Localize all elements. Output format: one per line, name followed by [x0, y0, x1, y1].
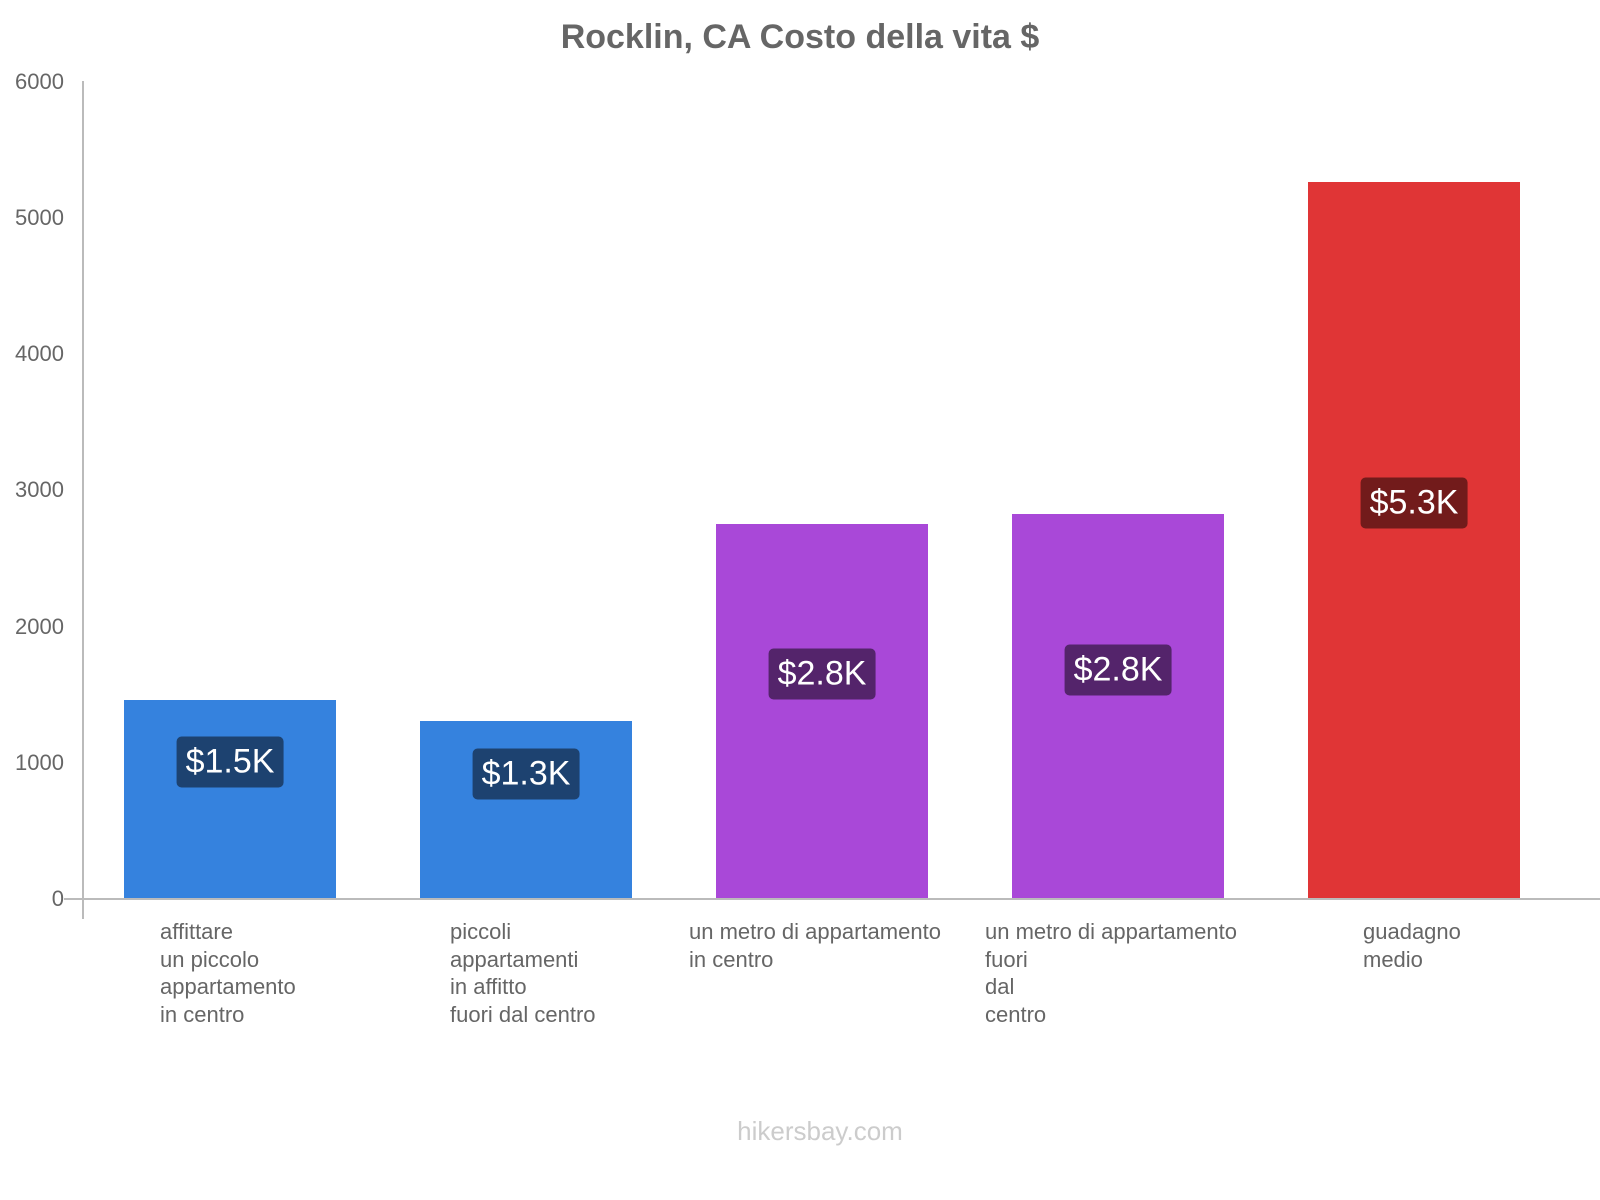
- chart-title: Rocklin, CA Costo della vita $: [560, 18, 1040, 56]
- y-tick-label: 4000: [15, 341, 64, 366]
- bar-value-label: $5.3K: [1360, 477, 1468, 529]
- y-tick-label: 5000: [15, 205, 64, 230]
- x-tick-label: un metro di appartamento fuori dal centr…: [985, 919, 1237, 1027]
- source-watermark: hikersbay.com: [737, 1116, 903, 1146]
- y-tick-label: 3000: [15, 477, 64, 502]
- x-tick-label: affittare un piccolo appartamento in cen…: [160, 919, 296, 1027]
- y-axis-line: [82, 81, 84, 919]
- x-tick-label: un metro di appartamento in centro: [689, 919, 941, 972]
- y-tick-label: 1000: [15, 750, 64, 775]
- y-tick-label: 2000: [15, 614, 64, 639]
- bar-value-label: $2.8K: [1064, 644, 1172, 696]
- bar-value-label: $1.5K: [176, 736, 284, 788]
- bar-average-salary[interactable]: [1308, 182, 1520, 899]
- x-tick-label: guadagno medio: [1363, 919, 1461, 972]
- bar-value-label: $2.8K: [768, 648, 876, 700]
- x-tick-label: piccoli appartamenti in affitto fuori da…: [450, 919, 596, 1027]
- y-tick-label: 6000: [15, 69, 64, 94]
- bar-value-label: $1.3K: [472, 748, 580, 800]
- bar-sqm-apartment-center[interactable]: [716, 524, 928, 899]
- bar-sqm-apartment-outside[interactable]: [1012, 514, 1224, 899]
- bar-rent-small-apartment-center[interactable]: [124, 700, 336, 899]
- x-axis-line: [64, 898, 1600, 900]
- y-tick-label: 0: [51, 886, 64, 911]
